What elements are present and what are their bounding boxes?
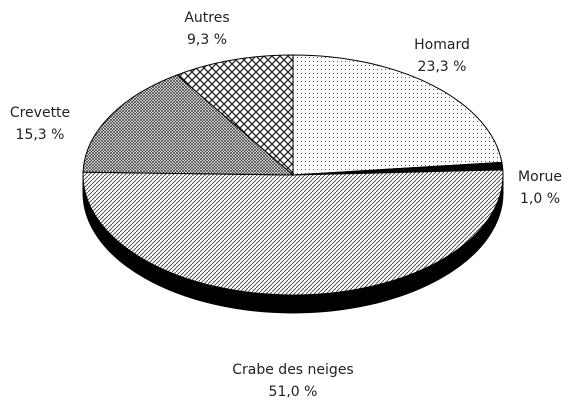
pie-slice <box>82 74 295 176</box>
slice-label: Crevette <box>10 105 70 121</box>
slice-label: Crabe des neiges <box>232 362 353 378</box>
slice-label: Homard <box>414 37 470 53</box>
value-label: 51,0 % <box>269 384 318 400</box>
value-label: 23,3 % <box>418 59 467 75</box>
slice-label: Autres <box>184 10 229 26</box>
value-label: 1,0 % <box>520 191 560 207</box>
slice-label: Morue <box>518 169 562 185</box>
value-label: 15,3 % <box>16 127 65 143</box>
pie: Homard 23,3 % Morue 1,0 % Crabe des neiges 51… <box>10 10 562 400</box>
value-label: 9,3 % <box>187 32 227 48</box>
pie-slice <box>176 54 294 177</box>
pie-slice <box>292 54 503 176</box>
pie-slice <box>82 169 504 296</box>
